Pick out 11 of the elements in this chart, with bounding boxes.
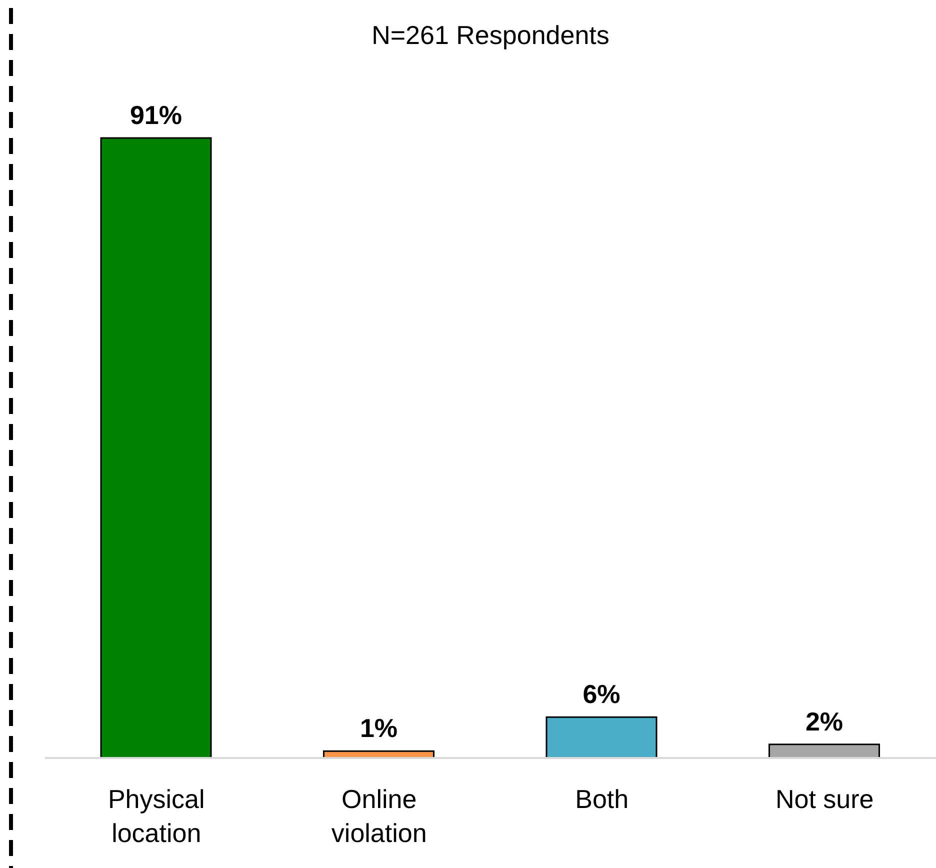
bar <box>546 716 658 759</box>
data-label: 6% <box>582 679 620 710</box>
x-tick-label: Both <box>575 784 629 814</box>
chart-title: N=261 Respondents <box>370 20 610 51</box>
data-label: 1% <box>360 713 398 744</box>
x-tick-label: Not sure <box>775 784 874 814</box>
x-tick-label: Physical location <box>108 784 205 848</box>
x-tick-label: Online violation <box>331 784 427 848</box>
data-label: 2% <box>805 706 844 736</box>
bar <box>100 137 212 759</box>
data-label: 91% <box>130 100 182 130</box>
